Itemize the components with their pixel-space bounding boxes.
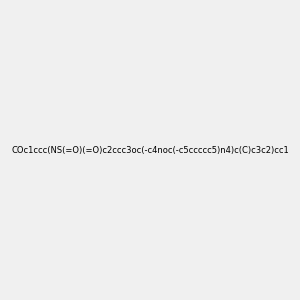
Text: COc1ccc(NS(=O)(=O)c2ccc3oc(-c4noc(-c5ccccc5)n4)c(C)c3c2)cc1: COc1ccc(NS(=O)(=O)c2ccc3oc(-c4noc(-c5ccc… [11, 146, 289, 154]
